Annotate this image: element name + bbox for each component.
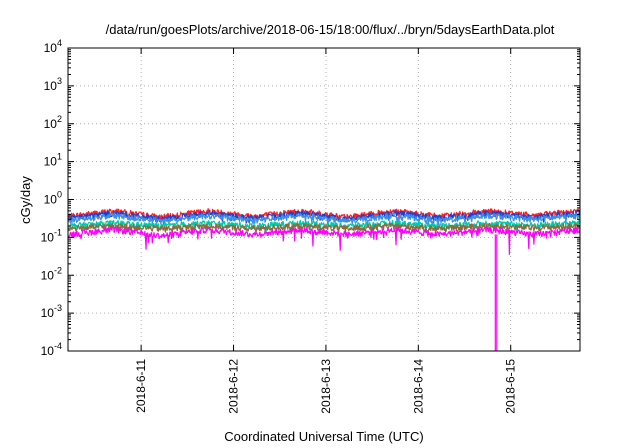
y-tick-label: 100	[44, 190, 62, 207]
y-tick-label: 10-2	[41, 265, 62, 282]
x-axis-title: Coordinated Universal Time (UTC)	[224, 429, 423, 444]
y-axis-title: cGy/day	[18, 176, 33, 224]
x-tick-label: 2018-6-15	[504, 359, 518, 414]
grid	[68, 48, 580, 351]
y-tick-label: 10-3	[41, 303, 62, 320]
series-layer	[67, 208, 581, 351]
series-line	[67, 226, 581, 351]
chart-title: /data/run/goesPlots/archive/2018-06-15/1…	[106, 22, 555, 37]
x-tick-label: 2018-6-13	[319, 359, 333, 414]
x-tick-label: 2018-6-11	[134, 359, 148, 413]
series-line	[67, 222, 581, 235]
series-line	[67, 212, 581, 227]
y-tick-label: 101	[44, 152, 62, 169]
y-tick-label: 103	[44, 76, 62, 93]
y-tick-label: 10-1	[41, 227, 62, 244]
y-tick-labels: 10-4 10-3 10-2 10-1 100 101 102 103 104	[41, 38, 62, 358]
ticks	[68, 47, 580, 352]
y-tick-label: 104	[44, 38, 62, 55]
y-tick-label: 10-4	[41, 341, 62, 358]
y-tick-label: 102	[44, 114, 62, 131]
x-tick-labels: 2018-6-11 2018-6-12 2018-6-13 2018-6-14 2018…	[134, 359, 518, 414]
x-tick-label: 2018-6-12	[227, 359, 241, 414]
x-tick-label: 2018-6-14	[411, 359, 425, 414]
